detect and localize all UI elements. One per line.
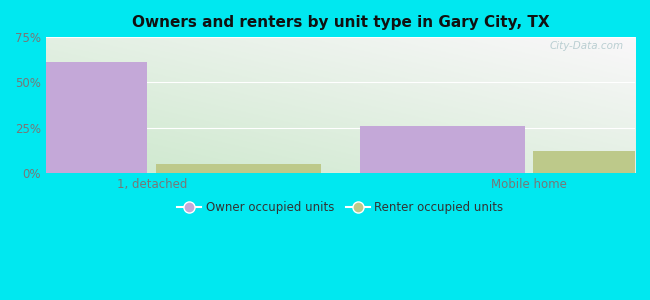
Bar — [156, 164, 321, 173]
Text: City-Data.com: City-Data.com — [549, 41, 623, 51]
Title: Owners and renters by unit type in Gary City, TX: Owners and renters by unit type in Gary … — [131, 15, 549, 30]
Bar — [0, 62, 148, 173]
Legend: Owner occupied units, Renter occupied units: Owner occupied units, Renter occupied un… — [173, 196, 508, 219]
Bar — [359, 126, 525, 173]
Bar — [534, 151, 650, 173]
